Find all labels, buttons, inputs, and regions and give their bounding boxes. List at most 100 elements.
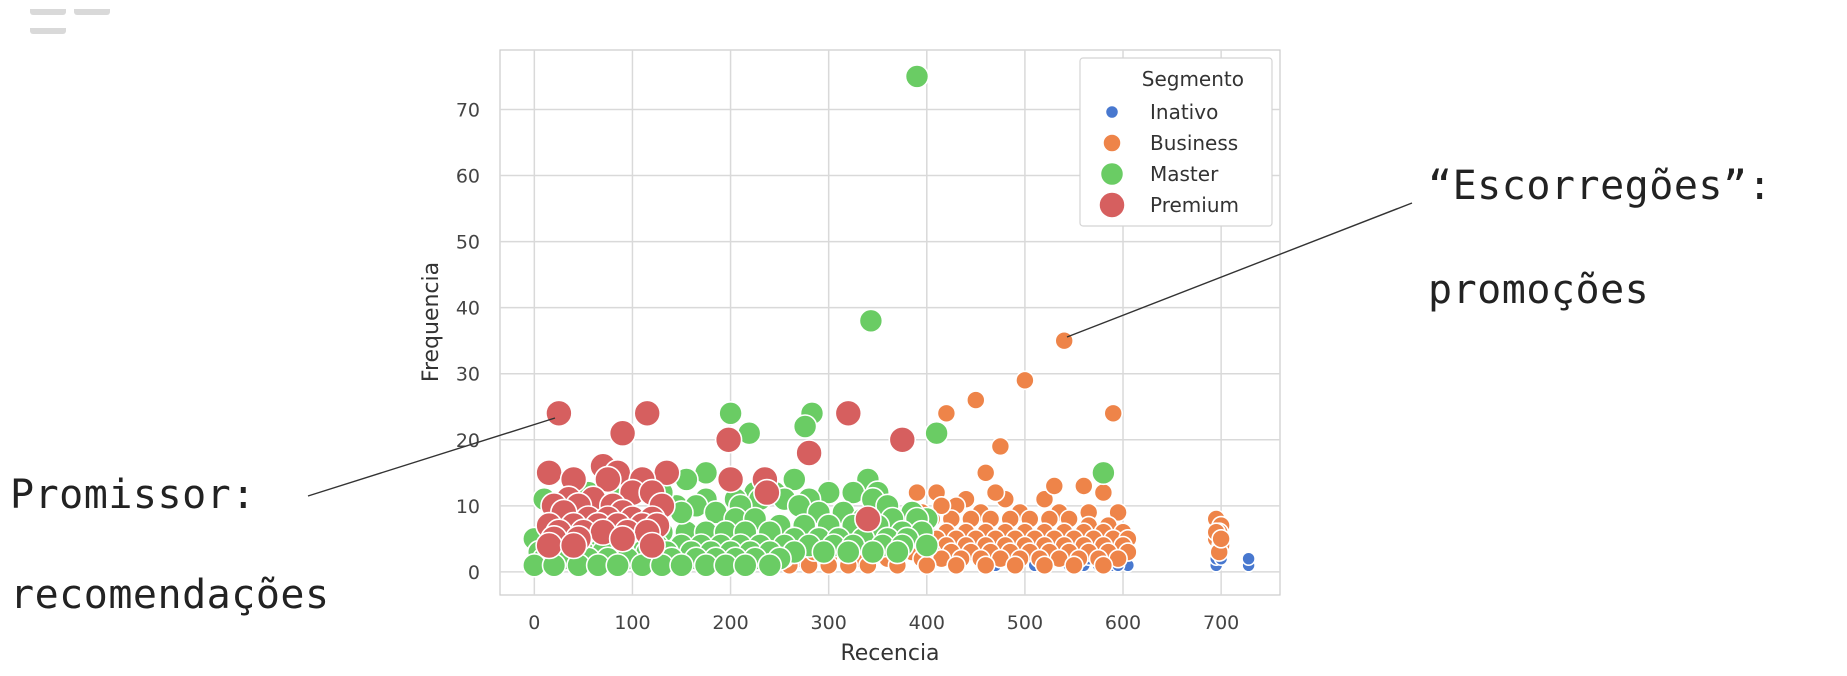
x-axis-label: Recencia (840, 641, 939, 666)
point-business (946, 555, 967, 576)
right-callout-line (1066, 202, 1413, 338)
point-premium (888, 425, 917, 454)
point-premium (834, 399, 863, 428)
series-premium (535, 399, 917, 560)
point-master (757, 552, 783, 578)
point-premium (854, 505, 882, 533)
point-business (1034, 489, 1055, 510)
point-premium (633, 399, 662, 428)
point-business (975, 555, 996, 576)
legend-label: Premium (1150, 193, 1239, 217)
legend-item-master: Master (1099, 161, 1219, 187)
point-premium (716, 465, 745, 494)
point-master (858, 308, 884, 334)
point-master (904, 64, 930, 89)
left-callout-line (307, 417, 556, 497)
legend-marker (1104, 104, 1120, 120)
x-tick-label: 200 (712, 612, 748, 634)
y-tick-label: 20 (456, 430, 480, 452)
data-points (521, 64, 1256, 578)
legend-marker (1098, 191, 1126, 219)
legend-item-business: Business (1102, 131, 1238, 155)
point-business (985, 482, 1006, 503)
point-master (732, 552, 758, 578)
point-master (914, 533, 940, 558)
x-tick-label: 600 (1105, 612, 1141, 634)
point-business (1108, 502, 1128, 523)
y-tick-label: 60 (456, 166, 480, 188)
y-tick-label: 70 (456, 99, 480, 121)
point-premium (608, 419, 637, 448)
legend: Segmento Inativo Business Master Premium (1079, 57, 1273, 227)
legend-items: Inativo Business Master Premium (1098, 100, 1239, 219)
point-business (1044, 476, 1065, 496)
point-business (931, 495, 952, 516)
point-premium (638, 531, 666, 560)
x-tick-label: 400 (909, 612, 945, 634)
y-tick-label: 0 (468, 562, 480, 584)
point-master (811, 539, 837, 565)
y-tick-label: 40 (456, 298, 480, 320)
legend-item-premium: Premium (1098, 191, 1239, 219)
point-master (792, 414, 818, 439)
point-master (781, 467, 807, 492)
right-annotation-line2: promoções (1428, 267, 1650, 313)
point-business (965, 390, 986, 410)
point-business (916, 555, 937, 576)
legend-marker (1099, 161, 1125, 187)
point-premium (545, 399, 573, 428)
point-master (1091, 460, 1116, 486)
point-premium (559, 531, 588, 560)
left-annotation-line1: Promissor: (10, 472, 256, 518)
x-tick-label: 700 (1203, 612, 1239, 634)
point-business (1074, 476, 1094, 496)
point-business (1064, 555, 1084, 576)
axis-ticks: 0 100 200 300 400 500 600 700 0 10 20 30 40 50 60 70 (456, 99, 1239, 634)
point-business (1015, 370, 1035, 391)
point-premium (594, 465, 622, 494)
legend-label: Master (1150, 162, 1219, 186)
point-master (718, 400, 743, 426)
x-tick-label: 100 (614, 612, 650, 634)
y-tick-label: 30 (456, 364, 480, 386)
legend-item-inativo: Inativo (1104, 100, 1218, 124)
legend-title: Segmento (1142, 67, 1244, 91)
point-business (907, 482, 927, 503)
point-business (1005, 555, 1025, 576)
y-tick-label: 50 (456, 232, 480, 254)
legend-label: Inativo (1150, 100, 1218, 124)
point-premium (608, 524, 637, 553)
point-premium (535, 531, 563, 560)
point-business (1093, 482, 1114, 503)
legend-marker (1102, 133, 1122, 153)
point-premium (714, 425, 743, 454)
point-business (1093, 555, 1114, 576)
point-inativo (1241, 551, 1256, 567)
point-business (1103, 403, 1123, 424)
point-master (885, 539, 910, 565)
point-master (835, 539, 861, 565)
y-axis-label: Frequencia (419, 262, 444, 382)
point-master (924, 420, 949, 446)
point-master (860, 539, 886, 565)
y-tick-label: 10 (456, 496, 480, 518)
legend-label: Business (1150, 131, 1238, 155)
x-tick-label: 500 (1007, 612, 1043, 634)
point-business (975, 462, 996, 483)
right-annotation-line1: “Escorregões”: (1428, 163, 1773, 209)
point-premium (753, 478, 781, 507)
x-tick-label: 0 (528, 612, 540, 634)
top-edge-marks (30, 0, 160, 34)
point-business (1054, 330, 1074, 351)
point-business (1211, 528, 1231, 549)
x-tick-label: 300 (811, 612, 847, 634)
point-master (669, 552, 694, 578)
point-premium (795, 439, 823, 467)
left-annotation-line2: recomendações (10, 572, 330, 618)
point-master (605, 552, 631, 578)
point-business (1034, 555, 1055, 576)
point-business (936, 403, 957, 424)
point-premium (535, 458, 563, 487)
